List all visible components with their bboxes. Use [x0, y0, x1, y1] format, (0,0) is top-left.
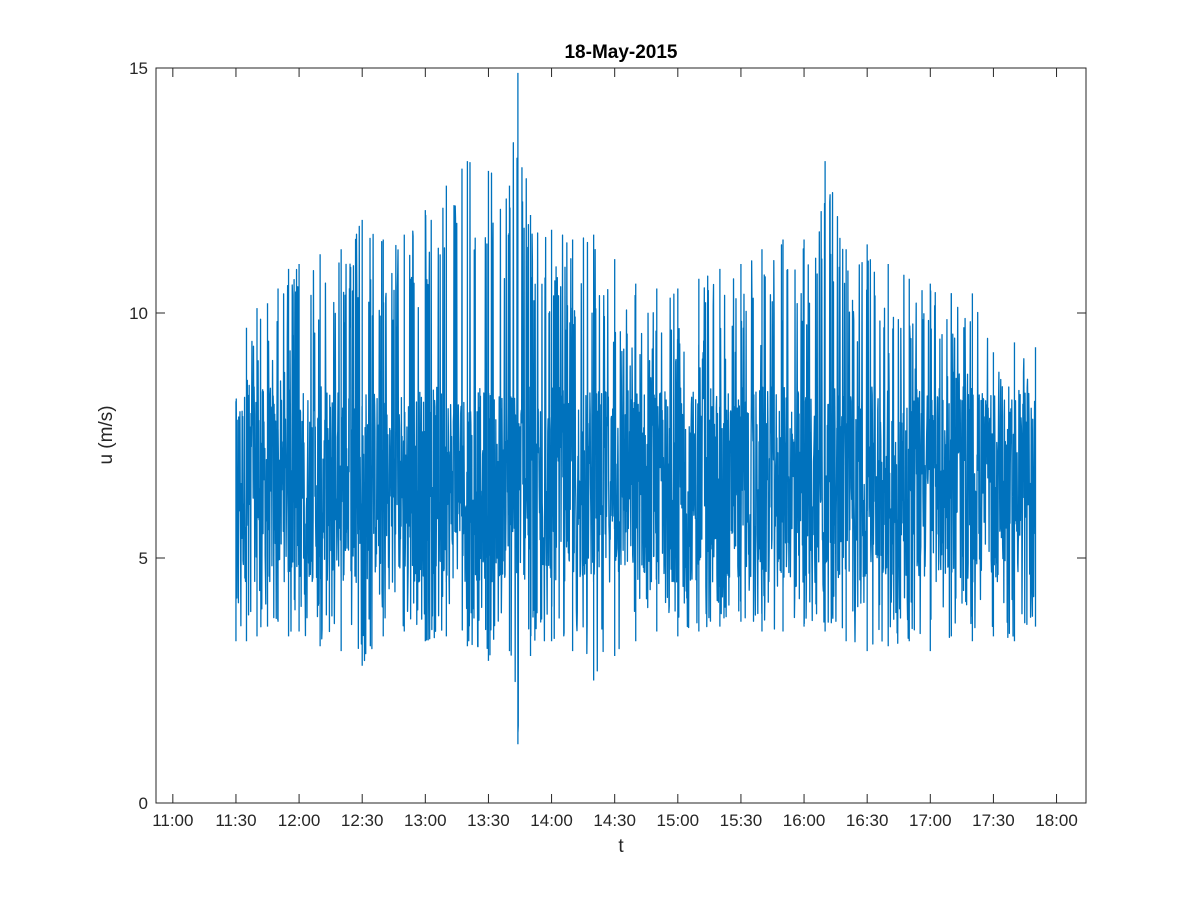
x-axis-label: t — [618, 836, 624, 857]
y-tick-label: 0 — [139, 794, 148, 813]
x-tick-label: 14:00 — [530, 811, 573, 830]
x-tick-label: 16:30 — [846, 811, 889, 830]
series-line-1 — [235, 72, 1037, 745]
x-tick-label: 18:00 — [1035, 811, 1078, 830]
axes-layer: 11:00 11:30 12:00 12:30 13:00 13:30 14:00 14:30… — [129, 59, 1087, 830]
x-tick-label: 17:30 — [972, 811, 1015, 830]
x-tick-label: 15:30 — [720, 811, 763, 830]
x-tick-label: 17:00 — [909, 811, 952, 830]
series-layer — [235, 72, 1037, 745]
x-tick-label: 16:00 — [783, 811, 826, 830]
y-tick-label: 15 — [129, 59, 148, 78]
chart-title: 18-May-2015 — [564, 42, 677, 63]
x-tick-label: 13:00 — [404, 811, 447, 830]
x-tick-label: 14:30 — [593, 811, 636, 830]
x-tick-label: 13:30 — [467, 811, 510, 830]
y-tick-label: 5 — [139, 549, 148, 568]
y-tick-label: 10 — [129, 304, 148, 323]
x-tick-label: 11:00 — [152, 811, 193, 830]
x-tick-label: 12:00 — [278, 811, 321, 830]
y-axis-label: u (m/s) — [96, 405, 117, 464]
x-tick-label: 11:30 — [215, 811, 256, 830]
axes-box — [155, 67, 1087, 804]
x-tick-label: 12:30 — [341, 811, 384, 830]
x-tick-label: 15:00 — [657, 811, 700, 830]
